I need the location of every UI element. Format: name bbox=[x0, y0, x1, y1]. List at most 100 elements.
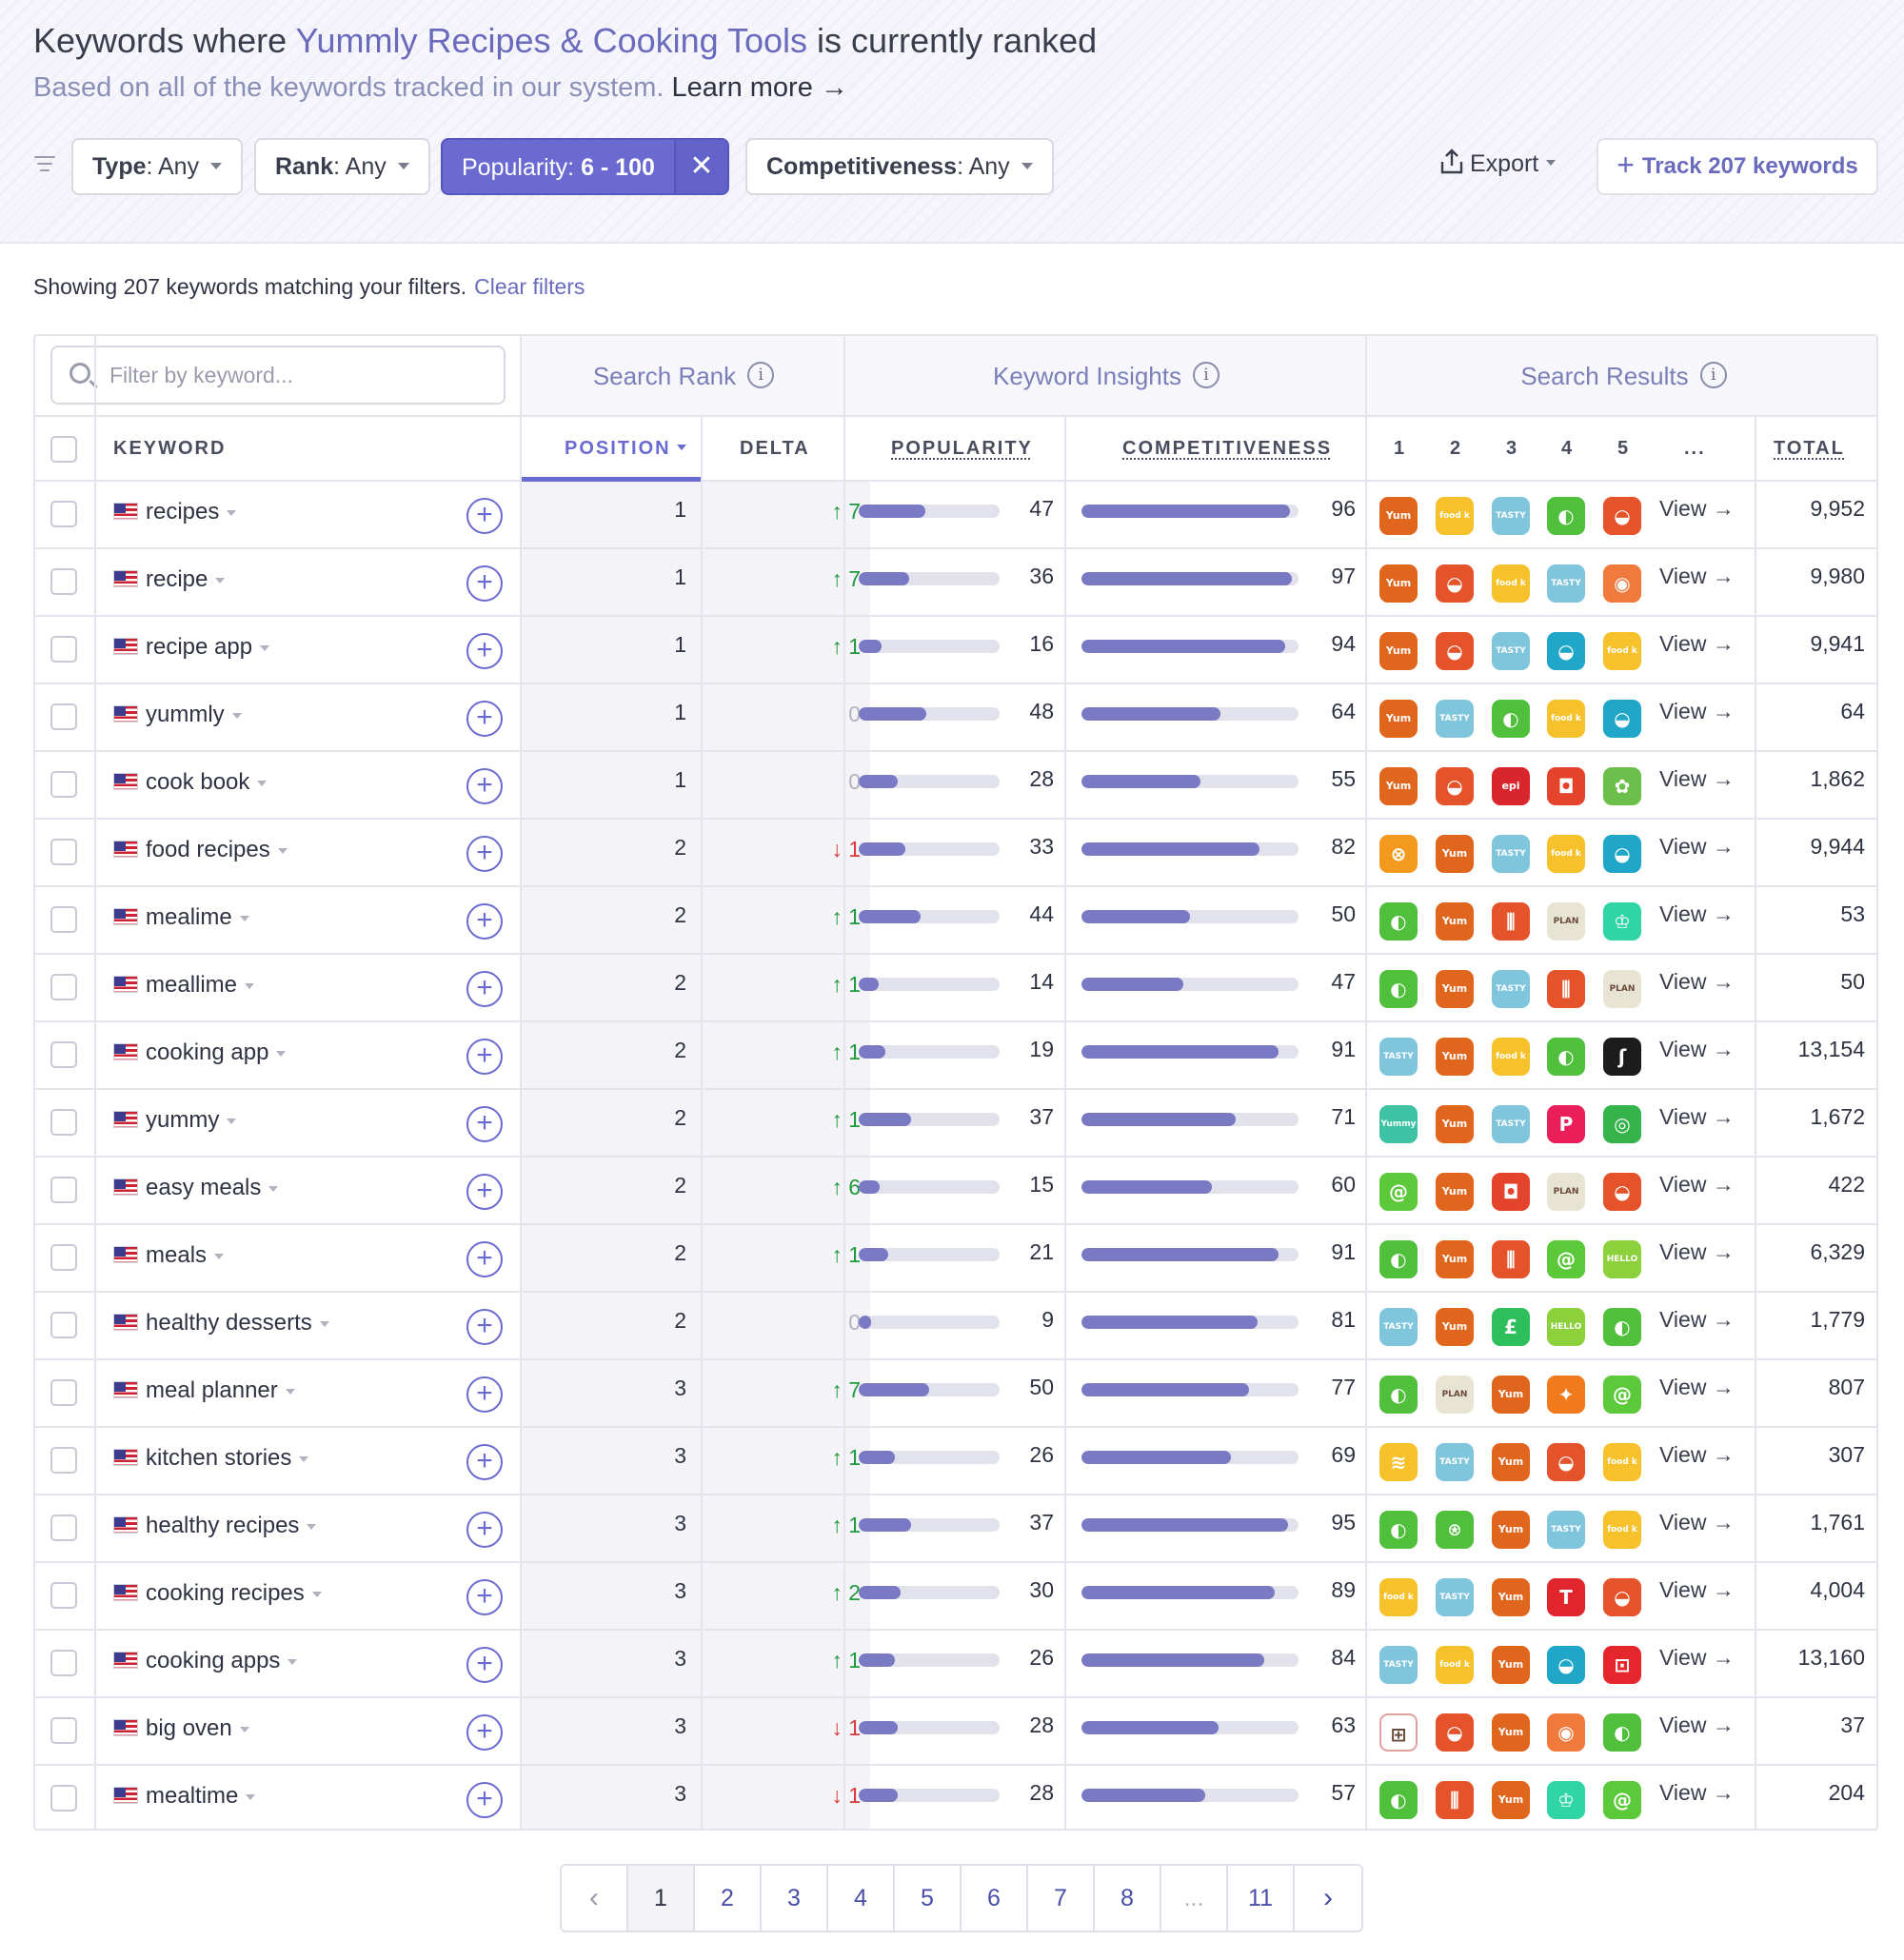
add-keyword-button[interactable]: + bbox=[466, 565, 503, 602]
lime-app-icon[interactable]: ◐ bbox=[1492, 700, 1530, 738]
keyword-cell[interactable]: mealime bbox=[113, 904, 249, 931]
yum-app-icon[interactable]: Yum bbox=[1379, 632, 1418, 670]
teal-app-icon[interactable]: ◒ bbox=[1547, 1646, 1585, 1684]
food-app-icon[interactable]: food k bbox=[1603, 1443, 1641, 1481]
keyword-cell[interactable]: kitchen stories bbox=[113, 1445, 309, 1472]
tasty-app-icon[interactable]: TASTY bbox=[1436, 1443, 1474, 1481]
add-keyword-button[interactable]: + bbox=[466, 768, 503, 804]
cook-app-icon[interactable]: ◉ bbox=[1603, 564, 1641, 603]
bowl-app-icon[interactable]: ◒ bbox=[1436, 1713, 1474, 1752]
view-results-link[interactable]: View → bbox=[1659, 901, 1735, 926]
app-name[interactable]: Yummly Recipes & Cooking Tools bbox=[295, 21, 808, 60]
teal-app-icon[interactable]: ◒ bbox=[1603, 700, 1641, 738]
fork-app-icon[interactable]: ⫼ bbox=[1547, 970, 1585, 1008]
col-delta[interactable]: DELTA bbox=[740, 438, 810, 459]
yum-app-icon[interactable]: Yum bbox=[1492, 1443, 1530, 1481]
row-checkbox[interactable] bbox=[50, 1379, 77, 1406]
yum-app-icon[interactable]: Yum bbox=[1379, 700, 1418, 738]
tasty-app-icon[interactable]: TASTY bbox=[1436, 700, 1474, 738]
fork-app-icon[interactable]: ⫼ bbox=[1492, 1240, 1530, 1278]
fork-app-icon[interactable]: ⫼ bbox=[1436, 1781, 1474, 1819]
row-checkbox[interactable] bbox=[50, 1109, 77, 1136]
swirl-app-icon[interactable]: ʃ bbox=[1603, 1038, 1641, 1076]
clear-popularity-filter-button[interactable]: ✕ bbox=[673, 140, 727, 193]
add-keyword-button[interactable]: + bbox=[466, 1309, 503, 1345]
food-app-icon[interactable]: food k bbox=[1547, 835, 1585, 873]
teal-app-icon[interactable]: ◒ bbox=[1603, 835, 1641, 873]
row-checkbox[interactable] bbox=[50, 906, 77, 933]
chef-app-icon[interactable]: ♔ bbox=[1603, 902, 1641, 940]
view-results-link[interactable]: View → bbox=[1659, 1780, 1735, 1805]
popularity-filter[interactable]: Popularity: 6 - 100 ✕ bbox=[441, 138, 729, 195]
yum-app-icon[interactable]: Yum bbox=[1436, 1038, 1474, 1076]
pot-app-icon[interactable]: ◘ bbox=[1492, 1173, 1530, 1211]
keyword-cell[interactable]: cook book bbox=[113, 769, 268, 796]
yum-app-icon[interactable]: Yum bbox=[1436, 1173, 1474, 1211]
tasty-app-icon[interactable]: TASTY bbox=[1379, 1646, 1418, 1684]
grid-app-icon[interactable]: ⊞ bbox=[1379, 1713, 1418, 1752]
view-results-link[interactable]: View → bbox=[1659, 699, 1735, 723]
planeat-app-icon[interactable]: PLAN EAT bbox=[1547, 902, 1585, 940]
row-checkbox[interactable] bbox=[50, 771, 77, 798]
yum-app-icon[interactable]: Yum bbox=[1492, 1578, 1530, 1616]
yum-app-icon[interactable]: Yum bbox=[1379, 497, 1418, 535]
view-results-link[interactable]: View → bbox=[1659, 1037, 1735, 1061]
row-checkbox[interactable] bbox=[50, 568, 77, 595]
add-keyword-button[interactable]: + bbox=[466, 1782, 503, 1818]
keyword-cell[interactable]: food recipes bbox=[113, 837, 288, 863]
row-checkbox[interactable] bbox=[50, 1041, 77, 1068]
add-keyword-button[interactable]: + bbox=[466, 1714, 503, 1751]
view-results-link[interactable]: View → bbox=[1659, 1510, 1735, 1534]
planeat-app-icon[interactable]: PLAN EAT bbox=[1547, 1173, 1585, 1211]
col-total[interactable]: TOTAL bbox=[1774, 438, 1845, 459]
yum-app-icon[interactable]: Yum bbox=[1492, 1646, 1530, 1684]
keyword-cell[interactable]: mealtime bbox=[113, 1783, 256, 1810]
salad-app-icon[interactable]: ✿ bbox=[1603, 767, 1641, 805]
page-button[interactable]: 4 bbox=[828, 1866, 895, 1930]
epi-app-icon[interactable]: epi bbox=[1492, 767, 1530, 805]
learn-more-link[interactable]: Learn more → bbox=[671, 72, 848, 103]
lime-app-icon[interactable]: ◐ bbox=[1603, 1713, 1641, 1752]
add-keyword-button[interactable]: + bbox=[466, 1444, 503, 1480]
mealime-app-icon[interactable]: ◐ bbox=[1379, 1781, 1418, 1819]
bowl-app-icon[interactable]: ◒ bbox=[1603, 1578, 1641, 1616]
view-results-link[interactable]: View → bbox=[1659, 1713, 1735, 1737]
t-app-icon[interactable]: T bbox=[1547, 1578, 1585, 1616]
chef-app-icon[interactable]: ♔ bbox=[1547, 1781, 1585, 1819]
select-all-checkbox[interactable] bbox=[50, 436, 77, 463]
row-checkbox[interactable] bbox=[50, 1244, 77, 1271]
add-keyword-button[interactable]: + bbox=[466, 1174, 503, 1210]
keyword-cell[interactable]: healthy recipes bbox=[113, 1513, 317, 1539]
col-keyword[interactable]: KEYWORD bbox=[113, 438, 227, 459]
tasty-app-icon[interactable]: TASTY bbox=[1492, 632, 1530, 670]
mealime-app-icon[interactable]: ◐ bbox=[1379, 902, 1418, 940]
keyword-cell[interactable]: cooking recipes bbox=[113, 1580, 322, 1607]
food-app-icon[interactable]: food k bbox=[1547, 700, 1585, 738]
spiral-app-icon[interactable]: @ bbox=[1547, 1240, 1585, 1278]
food-app-icon[interactable]: food k bbox=[1603, 1511, 1641, 1549]
view-results-link[interactable]: View → bbox=[1659, 766, 1735, 791]
row-checkbox[interactable] bbox=[50, 1447, 77, 1474]
food-app-icon[interactable]: food k bbox=[1436, 1646, 1474, 1684]
keyword-search-input[interactable]: Filter by keyword... bbox=[50, 346, 506, 405]
keyword-cell[interactable]: meallime bbox=[113, 972, 255, 999]
tasty-app-icon[interactable]: TASTY bbox=[1547, 564, 1585, 603]
add-keyword-button[interactable]: + bbox=[466, 1512, 503, 1548]
tasty-app-icon[interactable]: TASTY bbox=[1547, 1511, 1585, 1549]
lime-app-icon[interactable]: ◐ bbox=[1603, 1308, 1641, 1346]
row-checkbox[interactable] bbox=[50, 1785, 77, 1812]
keyword-cell[interactable]: yummly bbox=[113, 702, 242, 728]
add-keyword-button[interactable]: + bbox=[466, 1039, 503, 1075]
add-keyword-button[interactable]: + bbox=[466, 1647, 503, 1683]
view-results-link[interactable]: View → bbox=[1659, 1104, 1735, 1129]
spiral-app-icon[interactable]: @ bbox=[1603, 1781, 1641, 1819]
tasty-app-icon[interactable]: TASTY bbox=[1492, 970, 1530, 1008]
add-keyword-button[interactable]: + bbox=[466, 1376, 503, 1413]
keyword-cell[interactable]: meals bbox=[113, 1242, 225, 1269]
yum-app-icon[interactable]: Yum bbox=[1436, 1240, 1474, 1278]
bowl-app-icon[interactable]: ◒ bbox=[1436, 564, 1474, 603]
page-button[interactable]: 1 bbox=[628, 1866, 695, 1930]
ring-app-icon[interactable]: ◎ bbox=[1603, 1105, 1641, 1143]
view-results-link[interactable]: View → bbox=[1659, 1645, 1735, 1670]
keyword-cell[interactable]: recipe app bbox=[113, 634, 270, 661]
